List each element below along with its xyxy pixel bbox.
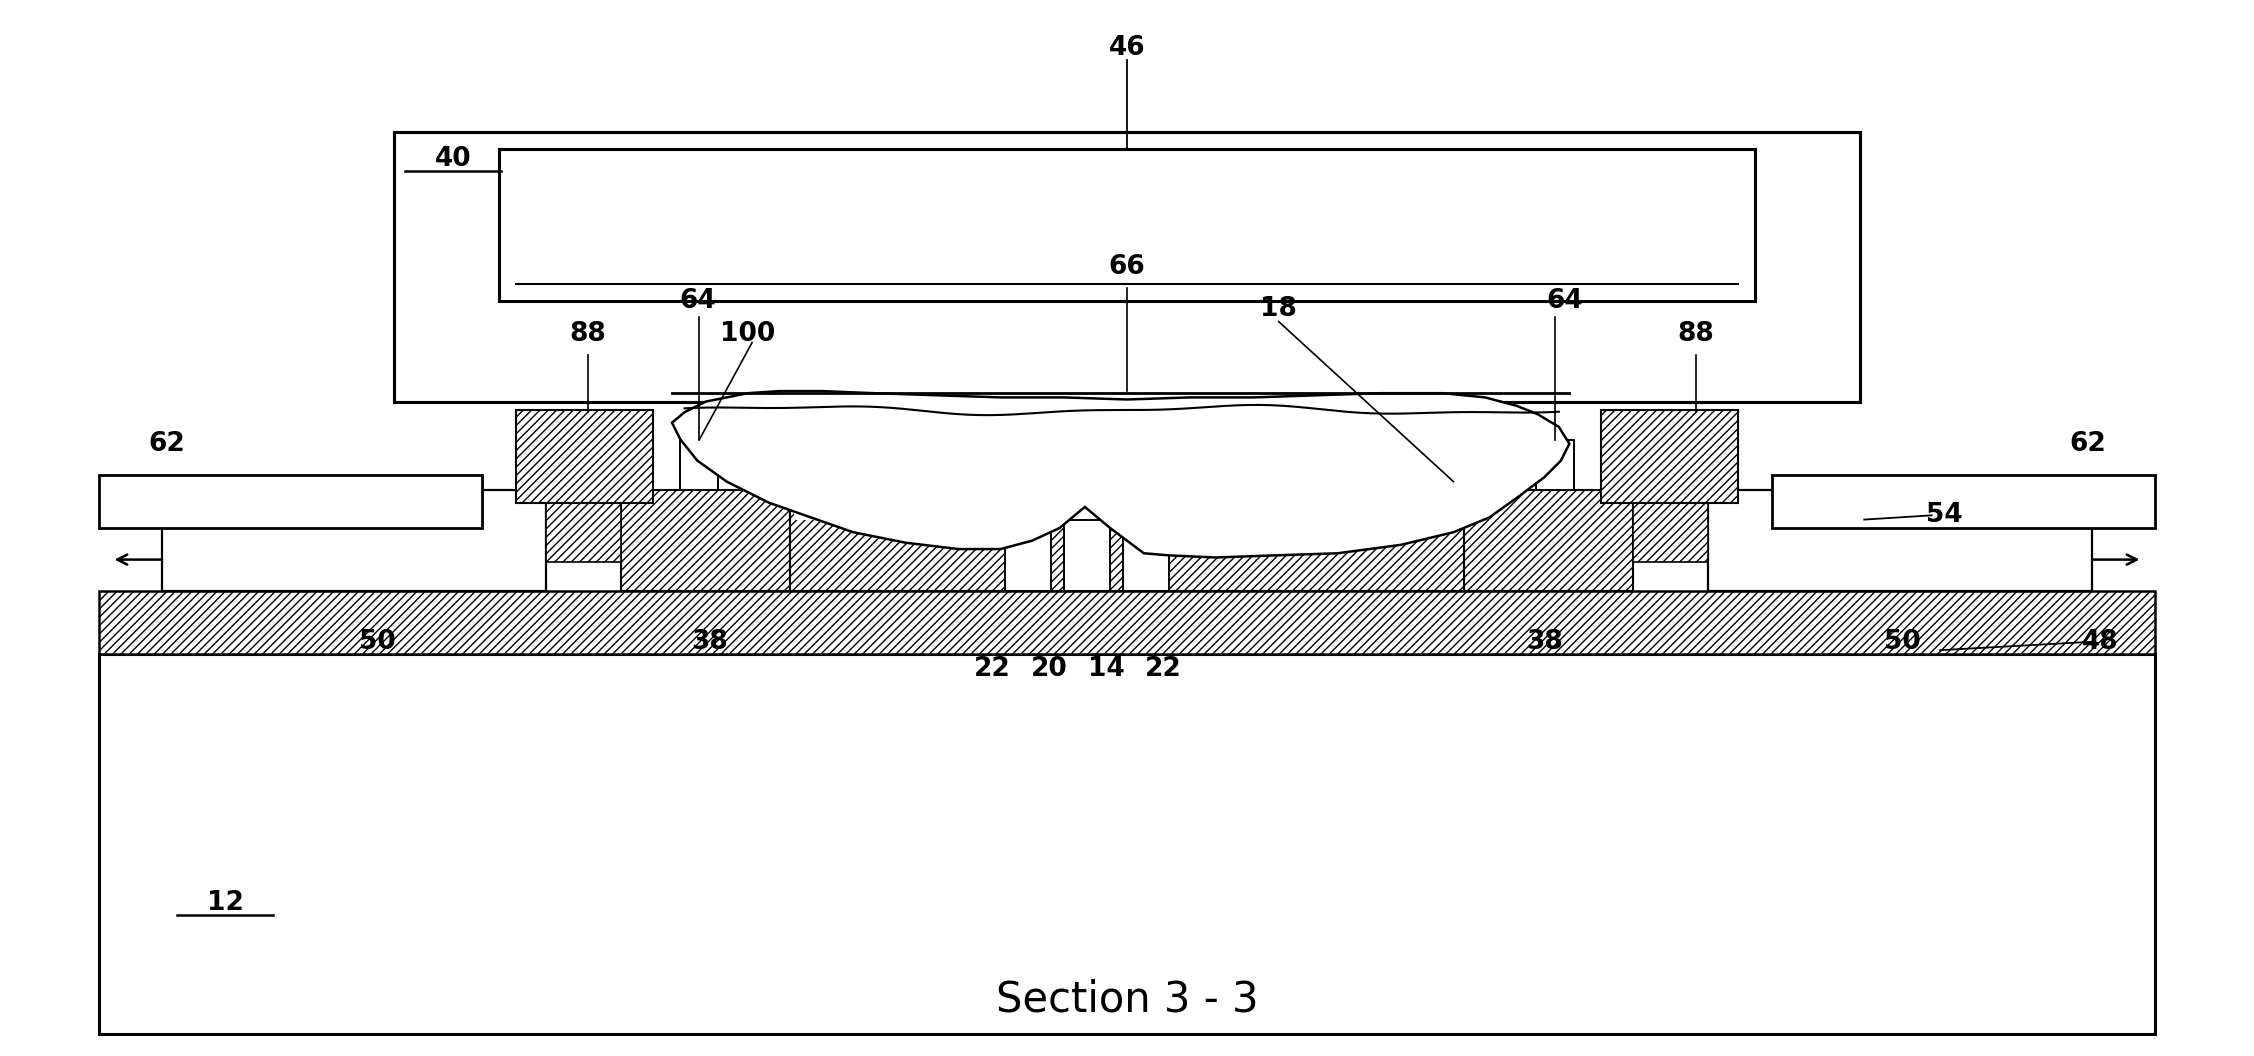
Text: 40: 40 bbox=[435, 147, 471, 172]
Bar bbox=[500, 149, 1754, 301]
Text: 14: 14 bbox=[1089, 656, 1125, 682]
Bar bbox=[681, 439, 719, 490]
Bar bbox=[1772, 475, 2155, 528]
Text: 62: 62 bbox=[2069, 431, 2105, 457]
Text: 22: 22 bbox=[974, 656, 1010, 682]
Text: 62: 62 bbox=[149, 431, 185, 457]
Bar bbox=[410, 153, 1844, 384]
Text: 18: 18 bbox=[1260, 296, 1296, 322]
Bar bbox=[99, 655, 2155, 1034]
Bar bbox=[99, 591, 2155, 655]
Text: 50: 50 bbox=[1884, 628, 1920, 655]
Text: 54: 54 bbox=[1925, 503, 1963, 528]
Text: 64: 64 bbox=[678, 287, 715, 314]
Bar bbox=[1709, 490, 2092, 591]
Bar bbox=[1600, 410, 1738, 503]
Bar bbox=[1064, 520, 1111, 591]
Bar bbox=[162, 490, 545, 591]
Bar bbox=[394, 132, 1860, 401]
Text: 38: 38 bbox=[1526, 628, 1562, 655]
Bar bbox=[1632, 490, 1709, 562]
Bar bbox=[622, 490, 789, 591]
Text: 20: 20 bbox=[1030, 656, 1068, 682]
Bar bbox=[516, 166, 1738, 284]
Text: 38: 38 bbox=[692, 628, 728, 655]
Text: 48: 48 bbox=[2083, 628, 2119, 655]
Polygon shape bbox=[672, 391, 1569, 558]
Text: 66: 66 bbox=[1109, 253, 1145, 280]
Text: 64: 64 bbox=[1546, 287, 1585, 314]
Bar bbox=[793, 490, 1461, 520]
Text: 46: 46 bbox=[1109, 35, 1145, 61]
Bar bbox=[99, 475, 482, 528]
Text: 12: 12 bbox=[207, 890, 243, 916]
Text: Section 3 - 3: Section 3 - 3 bbox=[996, 979, 1258, 1021]
Bar bbox=[516, 410, 654, 503]
Bar bbox=[1122, 520, 1170, 591]
Bar bbox=[545, 490, 622, 562]
Text: 88: 88 bbox=[570, 321, 606, 347]
Text: 50: 50 bbox=[358, 628, 394, 655]
Text: 22: 22 bbox=[1145, 656, 1181, 682]
Text: 88: 88 bbox=[1677, 321, 1713, 347]
Bar bbox=[1465, 490, 1632, 591]
Text: 100: 100 bbox=[721, 321, 775, 347]
Bar bbox=[1535, 439, 1573, 490]
Bar bbox=[789, 490, 1465, 591]
Bar bbox=[1005, 520, 1050, 591]
